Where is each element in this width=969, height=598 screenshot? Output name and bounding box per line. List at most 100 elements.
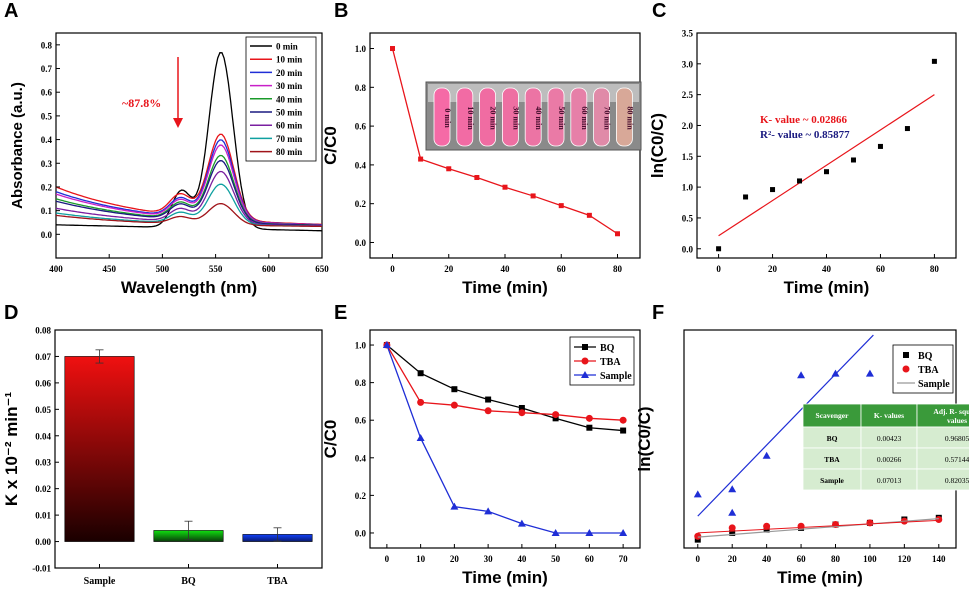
panel-a-xtick-label: 400 [49, 264, 63, 274]
panel-a-ytick-label: 0.2 [41, 182, 53, 192]
panel-e-xtick-label: 60 [585, 554, 595, 564]
panel-d-ytick-label: 0.03 [35, 458, 51, 468]
panel-f-table-value: Sample [820, 476, 844, 485]
panel-b-vial-label: 80 min [625, 106, 634, 130]
panel-a-legend-label: 40 min [276, 94, 302, 104]
panel-e-point [518, 409, 526, 417]
panel-e-xtick-label: 20 [450, 554, 460, 564]
panel-e-xtick-label: 0 [385, 554, 390, 564]
panel-c-xtick-label: 20 [768, 264, 778, 274]
panel-b-point [390, 46, 395, 52]
panel-f-point [693, 490, 702, 498]
panel-b-point [418, 156, 424, 162]
panel-a-ylabel: Absorbance (a.u.) [9, 82, 26, 209]
panel-b-point [558, 203, 564, 209]
panel-b-ytick-label: 1.0 [355, 44, 367, 54]
panel-c-ylabel: ln(C0/C) [648, 113, 667, 178]
panel-label-f: F [652, 302, 665, 324]
panel-a-xtick-label: 450 [102, 264, 116, 274]
panel-label-d: D [4, 302, 19, 324]
panel-e-point [551, 528, 560, 536]
panel-b-vial-label: 30 min [511, 106, 520, 130]
panel-a-legend-label: 20 min [276, 68, 302, 78]
panel-c-xlabel: Time (min) [784, 278, 870, 297]
panel-e-point [619, 416, 627, 424]
panel-f-point [728, 524, 736, 532]
panel-label-b: B [334, 0, 349, 22]
panel-f-legend-marker [902, 365, 910, 373]
panel-a-legend [245, 36, 317, 162]
panel-c-point [716, 246, 722, 252]
panel-e-legend-marker [582, 344, 588, 350]
panel-e-point [450, 502, 459, 510]
panel-f-xtick-label: 100 [863, 554, 877, 564]
panel-d-ytick-label: 0.07 [35, 352, 51, 362]
panel-f-point [763, 522, 771, 530]
panel-e-legend-label: BQ [600, 343, 615, 354]
panel-f-point [694, 532, 702, 540]
panel-b-vial [524, 87, 542, 147]
panel-b-vial [547, 87, 565, 147]
panel-b-ytick-label: 0.0 [355, 238, 367, 248]
panel-c-fit-line [718, 94, 935, 237]
panel-f-point [762, 451, 771, 459]
panel-e-point [416, 434, 425, 442]
panel-a-ytick-label: 0.3 [41, 159, 53, 169]
panel-e-frame [369, 329, 641, 549]
panel-a-xlabel: Wavelength (nm) [121, 278, 257, 297]
panel-d-category-label: BQ [181, 576, 196, 587]
panel-f-legend-label: TBA [918, 365, 939, 376]
panel-f-fit-line [697, 518, 939, 538]
panel-f-legend-marker [903, 352, 909, 358]
panel-e-point [382, 341, 391, 349]
panel-e-point [620, 427, 627, 434]
panel-b-ytick-label: 0.2 [355, 199, 367, 209]
panel-b-vial-label: 70 min [603, 106, 612, 130]
panel-b-vial [479, 87, 497, 147]
panel-b-xtick-label: 0 [390, 264, 395, 274]
panel-c-point [770, 187, 776, 193]
panel-c-ytick-label: 1.0 [682, 183, 694, 193]
panel-f-table-value: 0.00423 [877, 434, 902, 443]
panel-b-xtick-label: 80 [613, 264, 623, 274]
panel-c-k-value: K- value ~ 0.02866 [760, 114, 847, 126]
panel-b-ylabel: C/C0 [321, 126, 340, 165]
panel-f-point [865, 369, 874, 377]
panel-e-point [586, 424, 593, 431]
panel-e-ytick-label: 0.0 [355, 528, 367, 538]
panel-d-ytick-label: 0.08 [35, 326, 51, 336]
panel-e-line-bq [386, 344, 624, 432]
panel-c-point [877, 143, 883, 149]
panel-e-point [585, 528, 594, 536]
panel-b-ytick-label: 0.6 [355, 122, 367, 132]
panel-b-xtick-label: 60 [557, 264, 567, 274]
panel-e-xtick-label: 40 [517, 554, 527, 564]
panel-e-ytick-label: 0.2 [355, 491, 367, 501]
panel-f-fit-line [697, 334, 874, 517]
panel-e-ytick-label: 0.8 [355, 378, 367, 388]
panel-d-bar-sample [64, 356, 135, 542]
panel-a-xtick-label: 650 [315, 264, 329, 274]
panel-f-xtick-label: 120 [898, 554, 912, 564]
panel-e-legend-label: TBA [600, 357, 621, 368]
panel-a-legend-label: 80 min [276, 147, 302, 157]
panel-f-point [797, 371, 806, 379]
panel-e-point [518, 404, 525, 411]
panel-b-point [530, 193, 536, 199]
panel-b-vial-label: 60 min [580, 106, 589, 130]
panel-c-point [904, 126, 910, 132]
panel-d-ytick-label: 0.00 [35, 537, 51, 547]
panel-d-ytick-label: 0.05 [35, 405, 51, 415]
panel-b-point [615, 231, 620, 237]
panel-e-point [552, 411, 560, 419]
panel-e-xlabel: Time (min) [462, 568, 548, 587]
panel-f-xtick-label: 80 [831, 554, 841, 564]
panel-f-table-value: 0.00266 [877, 455, 902, 464]
panel-a-ytick-label: 0.5 [41, 111, 53, 121]
panel-b-vial-label: 0 min [443, 108, 452, 128]
panel-e-point [619, 528, 628, 536]
panel-a-annotation: ~87.8% [122, 96, 161, 110]
panel-e-point [485, 396, 492, 403]
panel-f-legend-label: BQ [918, 351, 933, 362]
